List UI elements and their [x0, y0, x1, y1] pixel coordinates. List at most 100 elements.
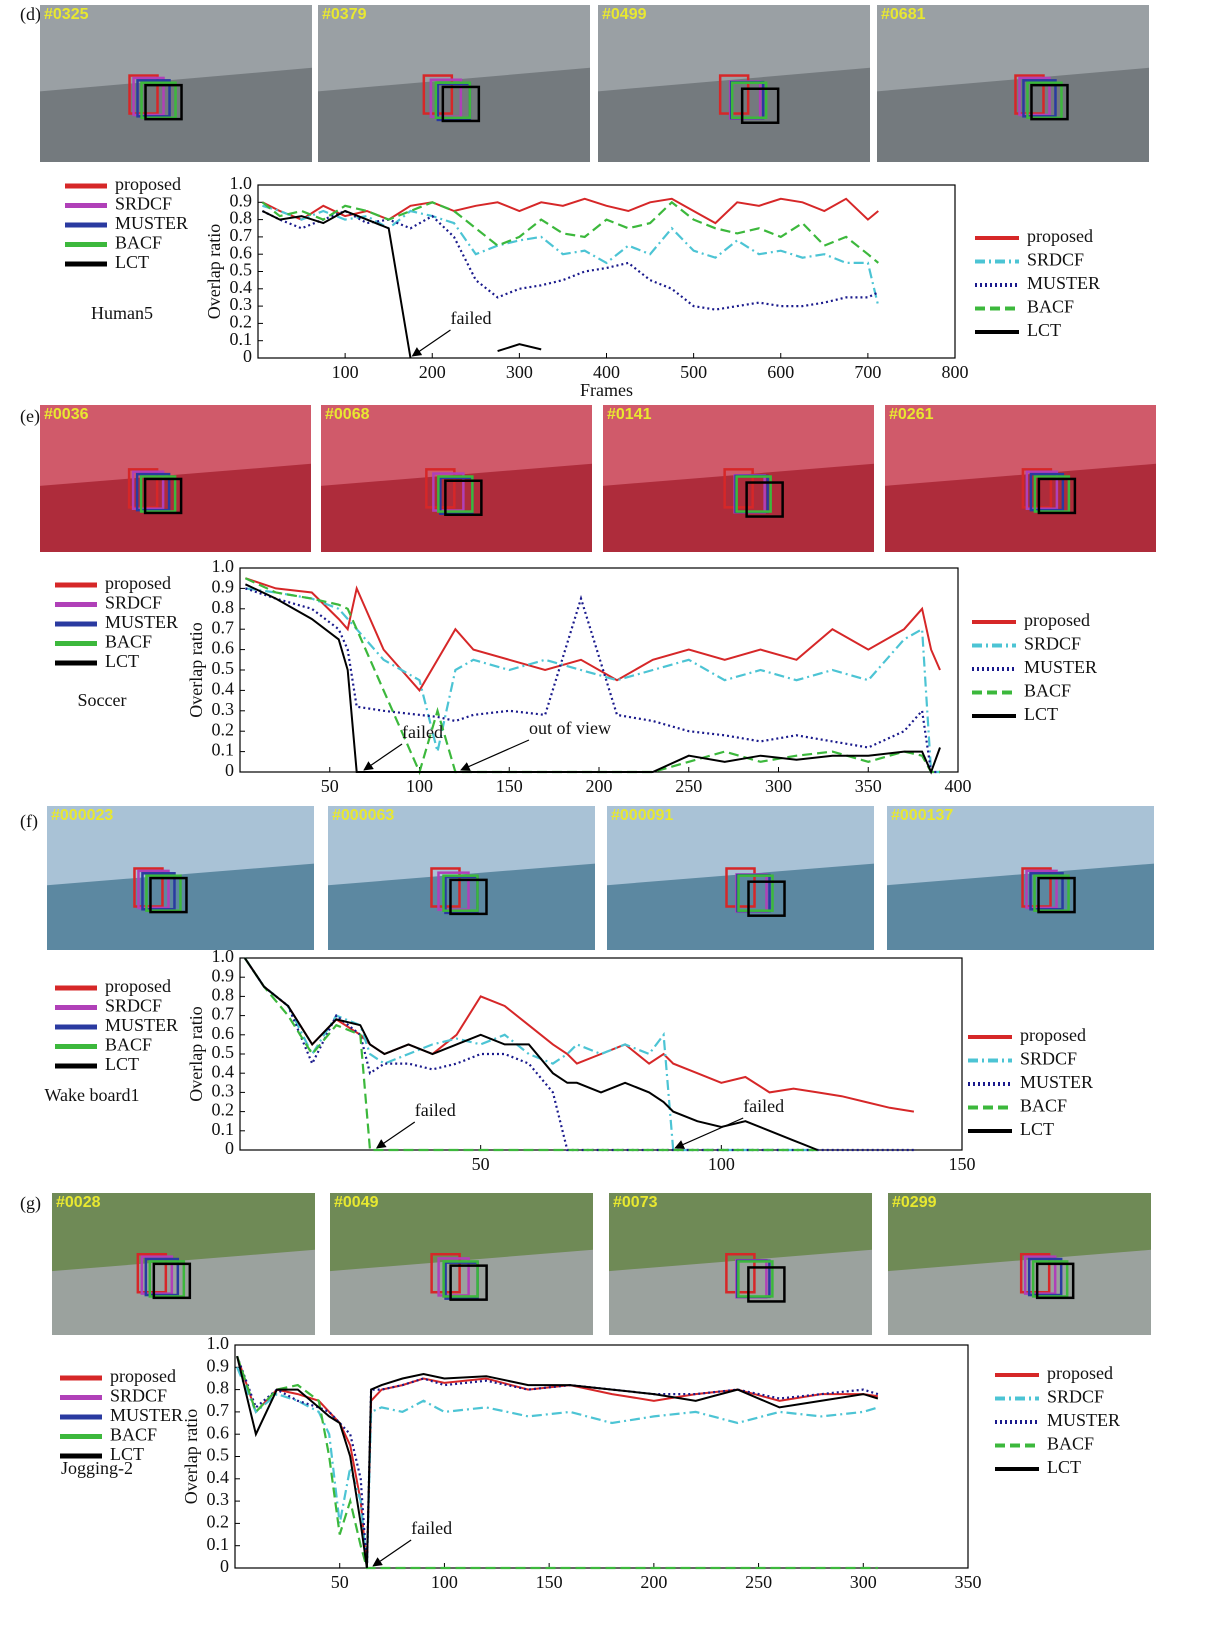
series-line: [262, 211, 878, 310]
x-tick-label: 600: [767, 362, 794, 382]
frame-label: #000063: [332, 807, 394, 824]
legend-label: proposed: [115, 174, 181, 194]
y-tick-label: 0.9: [230, 190, 253, 210]
y-tick-label: 0.4: [207, 1467, 230, 1487]
x-tick-label: 100: [406, 776, 433, 796]
frame-label: #0036: [44, 406, 89, 423]
y-tick-label: 0.7: [212, 617, 235, 637]
legend-label: SRDCF: [1047, 1387, 1104, 1407]
series-line: [237, 1367, 878, 1568]
legend-label: MUSTER: [105, 612, 178, 632]
annotation-arrow: [377, 1122, 415, 1148]
y-tick-label: 0: [243, 346, 252, 366]
legend-label: SRDCF: [115, 194, 172, 214]
annotation-arrow: [461, 740, 529, 770]
x-tick-label: 250: [675, 776, 702, 796]
series-line: [262, 199, 878, 223]
annotation: out of view: [529, 718, 611, 738]
frame-label: #0325: [44, 6, 89, 23]
frame-label: #0073: [613, 1194, 658, 1211]
x-tick-label: 200: [586, 776, 613, 796]
frame-label: #0049: [334, 1194, 379, 1211]
x-tick-label: 50: [331, 1572, 349, 1592]
series-line: [245, 958, 818, 1150]
y-tick-label: 0.2: [212, 719, 235, 739]
legend-label: BACF: [105, 1035, 152, 1055]
panel-label: (f): [20, 811, 38, 832]
y-tick-label: 0.8: [212, 597, 235, 617]
page: (d)#0325#0379#0499#068100.10.20.30.40.50…: [0, 0, 1208, 1642]
y-tick-label: 0: [225, 760, 234, 780]
y-axis-label: Overlap ratio: [186, 622, 206, 717]
y-tick-label: 0.1: [212, 1119, 235, 1139]
y-tick-label: 0.5: [212, 658, 235, 678]
legend-label: SRDCF: [1020, 1049, 1077, 1069]
legend-label: LCT: [1024, 704, 1058, 724]
y-tick-label: 0.8: [230, 208, 253, 228]
frame-label: #0028: [56, 1194, 101, 1211]
x-tick-label: 350: [955, 1572, 982, 1592]
x-tick-label: 300: [506, 362, 533, 382]
legend-label: MUSTER: [1020, 1072, 1093, 1092]
series-line: [245, 958, 818, 1150]
x-tick-label: 350: [855, 776, 882, 796]
y-tick-label: 0.8: [207, 1378, 230, 1398]
y-tick-label: 0.7: [207, 1400, 230, 1420]
legend-label: LCT: [1027, 320, 1061, 340]
legend-label: proposed: [1047, 1363, 1113, 1383]
y-tick-label: 1.0: [207, 1333, 230, 1353]
y-tick-label: 0.6: [212, 638, 235, 658]
frame-label: #0068: [325, 406, 370, 423]
legend-label: LCT: [1020, 1119, 1054, 1139]
series-line: [262, 206, 878, 306]
y-axis-label: Overlap ratio: [181, 1409, 201, 1504]
annotation-arrow: [675, 1118, 743, 1148]
series-line: [262, 211, 541, 358]
x-tick-label: 300: [850, 1572, 877, 1592]
y-axis-label: Overlap ratio: [204, 224, 224, 319]
frame-label: #0499: [602, 6, 647, 23]
legend-label: proposed: [105, 976, 171, 996]
legend-label: proposed: [110, 1366, 176, 1386]
sequence-name: Soccer: [78, 690, 127, 710]
legend-label: proposed: [1024, 610, 1090, 630]
y-tick-label: 0.6: [230, 242, 253, 262]
y-tick-label: 0: [220, 1556, 229, 1576]
x-tick-label: 50: [321, 776, 339, 796]
y-tick-label: 0.9: [212, 577, 235, 597]
x-tick-label: 400: [945, 776, 972, 796]
annotation: failed: [402, 722, 443, 742]
series-line: [245, 958, 914, 1112]
y-tick-label: 0.5: [212, 1042, 235, 1062]
legend-label: MUSTER: [1027, 273, 1100, 293]
y-tick-label: 0.1: [230, 329, 253, 349]
x-tick-label: 200: [640, 1572, 667, 1592]
y-tick-label: 0.2: [230, 312, 253, 332]
legend-label: LCT: [105, 1054, 139, 1074]
annotation-arrow: [364, 744, 402, 770]
annotation: failed: [415, 1100, 456, 1120]
panel-label: (e): [20, 406, 40, 427]
panel-label: (g): [20, 1193, 41, 1214]
y-tick-label: 0.3: [230, 294, 253, 314]
legend-label: MUSTER: [105, 1015, 178, 1035]
annotation: failed: [450, 308, 491, 328]
legend-label: SRDCF: [105, 593, 162, 613]
x-tick-label: 100: [431, 1572, 458, 1592]
y-tick-label: 0.5: [230, 260, 253, 280]
y-tick-label: 0.1: [207, 1534, 230, 1554]
x-tick-label: 150: [949, 1154, 976, 1174]
frame-label: #000137: [891, 807, 953, 824]
legend-label: BACF: [1024, 681, 1071, 701]
legend-label: SRDCF: [1024, 634, 1081, 654]
frame-label: #000023: [51, 807, 113, 824]
legend-label: BACF: [110, 1425, 157, 1445]
frame-label: #0261: [889, 406, 934, 423]
x-tick-label: 250: [745, 1572, 772, 1592]
legend-label: proposed: [105, 573, 171, 593]
x-tick-label: 300: [765, 776, 792, 796]
legend-label: SRDCF: [1027, 250, 1084, 270]
sequence-name: Human5: [91, 303, 153, 323]
legend-label: MUSTER: [1024, 657, 1097, 677]
x-tick-label: 700: [854, 362, 881, 382]
